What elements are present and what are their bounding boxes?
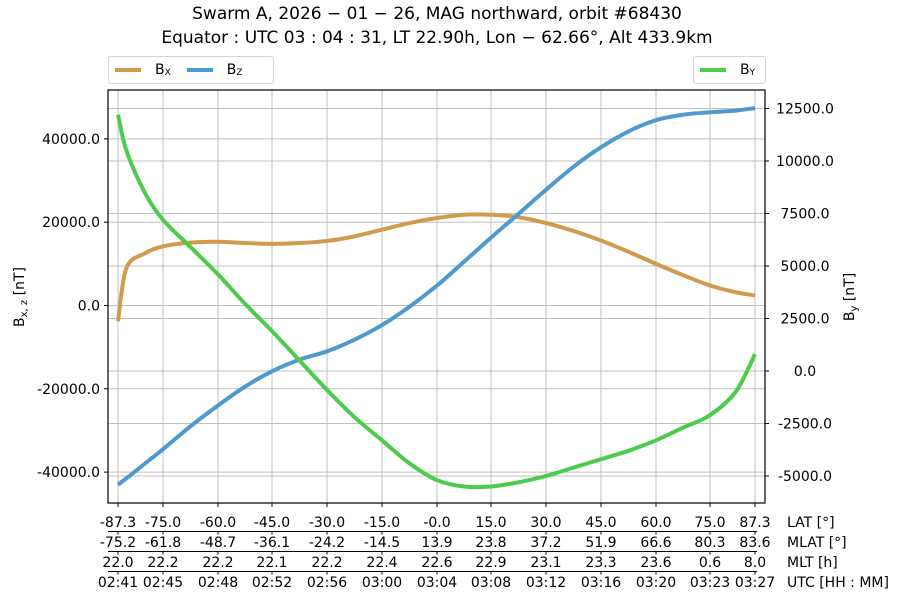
y-right-tick-label: 0.0 bbox=[794, 364, 816, 380]
y-right-tick-label: 12500.0 bbox=[776, 102, 834, 118]
x-tick-label: 03:08 bbox=[471, 575, 511, 591]
x-tick-label: 02:41 bbox=[98, 575, 138, 591]
curve-by bbox=[116, 114, 757, 490]
curve-bx bbox=[116, 212, 756, 322]
x-tick-label: 37.2 bbox=[530, 535, 561, 551]
x-tick-label: 0.6 bbox=[699, 555, 721, 571]
by-line-swatch-icon bbox=[700, 68, 726, 72]
x-tick-label: 83.6 bbox=[739, 535, 770, 551]
legend-right: BY bbox=[693, 56, 766, 84]
x-tick-label: 22.9 bbox=[475, 555, 506, 571]
x-tick-label: 03:16 bbox=[581, 575, 621, 591]
x-tick-label: -14.5 bbox=[364, 535, 400, 551]
x-tick-label: 03:04 bbox=[417, 575, 457, 591]
x-tick-label: 23.8 bbox=[475, 535, 506, 551]
x-tick-label: 03:27 bbox=[735, 575, 775, 591]
x-tick-label: 23.1 bbox=[530, 555, 561, 571]
x-tick-label: 60.0 bbox=[640, 515, 671, 531]
x-tick-label: 13.9 bbox=[421, 535, 452, 551]
y-left-tick-label: 20000.0 bbox=[42, 215, 100, 231]
x-tick-label: -60.0 bbox=[200, 515, 236, 531]
x-tick-label: 51.9 bbox=[585, 535, 616, 551]
x-tick-label: 23.3 bbox=[585, 555, 616, 571]
x-tick-label: 15.0 bbox=[475, 515, 506, 531]
y-right-tick-label: 7500.0 bbox=[781, 207, 830, 223]
legend-item-by: BY bbox=[700, 62, 755, 78]
y-axis-right-label: By [nT] bbox=[842, 273, 860, 321]
y-left-tick-label: -40000.0 bbox=[37, 465, 100, 481]
y-right-tick-label: 5000.0 bbox=[781, 259, 830, 275]
x-tick-label: -75.0 bbox=[145, 515, 181, 531]
x-tick-label: 22.1 bbox=[256, 555, 287, 571]
x-tick-label: 22.2 bbox=[147, 555, 178, 571]
x-tick-label: 02:45 bbox=[143, 575, 183, 591]
y-left-tick-label: -20000.0 bbox=[37, 382, 100, 398]
x-tick-label: 03:12 bbox=[526, 575, 566, 591]
y-axis-right: -5000.0 -2500.0 0.0 2500.0 5000.0 7500.0 10000… bbox=[765, 102, 834, 485]
x-tick-label: -0.0 bbox=[423, 515, 450, 531]
x-tick-label: 02:52 bbox=[252, 575, 292, 591]
x-tick-label: 66.6 bbox=[640, 535, 671, 551]
x-row-label: UTC [HH : MM] bbox=[787, 575, 889, 591]
x-tick-label: -36.1 bbox=[254, 535, 290, 551]
legend-left: BX BZ bbox=[108, 56, 274, 84]
legend-item-bz: BZ bbox=[186, 62, 243, 78]
y-axis-left-label: Bx, z [nT] bbox=[12, 267, 30, 327]
legend-label-bx: BX bbox=[155, 62, 171, 78]
y-axis-left: -40000.0 -20000.0 0.0 20000.0 40000.0 bbox=[37, 132, 108, 481]
x-axis-rows: -87.3 -75.0 -60.0 -45.0 -30.0 -15.0 -0.0 15.0 30… bbox=[98, 503, 889, 591]
x-tick-label: -87.3 bbox=[100, 515, 136, 531]
x-tick-label: -45.0 bbox=[254, 515, 290, 531]
x-tick-label: -48.7 bbox=[200, 535, 236, 551]
legend-label-bz: BZ bbox=[226, 62, 243, 78]
x-tick-label: 87.3 bbox=[739, 515, 770, 531]
x-tick-label: -61.8 bbox=[145, 535, 181, 551]
x-tick-label: 80.3 bbox=[694, 535, 725, 551]
x-tick-label: -30.0 bbox=[309, 515, 345, 531]
y-left-tick-label: 0.0 bbox=[78, 299, 100, 315]
x-tick-label: -15.0 bbox=[364, 515, 400, 531]
x-tick-label: 75.0 bbox=[694, 515, 725, 531]
x-row-label: MLT [h] bbox=[787, 555, 838, 571]
bx-line-swatch-icon bbox=[115, 68, 141, 72]
legend-label-by: BY bbox=[740, 62, 756, 78]
data-curves bbox=[116, 106, 757, 490]
legend-item-bx: BX bbox=[115, 62, 171, 78]
x-tick-label: 22.4 bbox=[366, 555, 397, 571]
x-tick-label: -24.2 bbox=[309, 535, 345, 551]
grid bbox=[108, 90, 765, 503]
chart-title-line1: Swarm A, 2026 − 01 − 26, MAG northward, … bbox=[192, 4, 682, 24]
x-tick-label: 22.0 bbox=[102, 555, 133, 571]
x-row-label: MLAT [°] bbox=[787, 535, 847, 551]
x-tick-label: 02:56 bbox=[307, 575, 347, 591]
curve-bz bbox=[116, 106, 756, 487]
chart-title-line2: Equator : UTC 03 : 04 : 31, LT 22.90h, L… bbox=[161, 28, 713, 48]
x-tick-label: 30.0 bbox=[530, 515, 561, 531]
x-tick-label: 22.6 bbox=[421, 555, 452, 571]
y-right-tick-label: 10000.0 bbox=[776, 154, 834, 170]
x-tick-label: 03:20 bbox=[636, 575, 676, 591]
x-tick-label: 02:48 bbox=[198, 575, 238, 591]
y-right-tick-label: -2500.0 bbox=[778, 417, 832, 433]
x-tick-label: 22.2 bbox=[202, 555, 233, 571]
y-right-tick-label: -5000.0 bbox=[778, 469, 832, 485]
bz-line-swatch-icon bbox=[186, 68, 213, 72]
x-tick-label: 03:23 bbox=[690, 575, 730, 591]
x-tick-label: 22.2 bbox=[311, 555, 342, 571]
y-right-tick-label: 2500.0 bbox=[781, 312, 830, 328]
x-tick-label: 8.0 bbox=[744, 555, 766, 571]
x-row-label: LAT [°] bbox=[787, 515, 835, 531]
x-tick-label: 23.6 bbox=[640, 555, 671, 571]
x-tick-label: 45.0 bbox=[585, 515, 616, 531]
x-tick-label: 03:00 bbox=[362, 575, 402, 591]
y-left-tick-label: 40000.0 bbox=[42, 132, 100, 148]
x-tick-label: -75.2 bbox=[100, 535, 136, 551]
